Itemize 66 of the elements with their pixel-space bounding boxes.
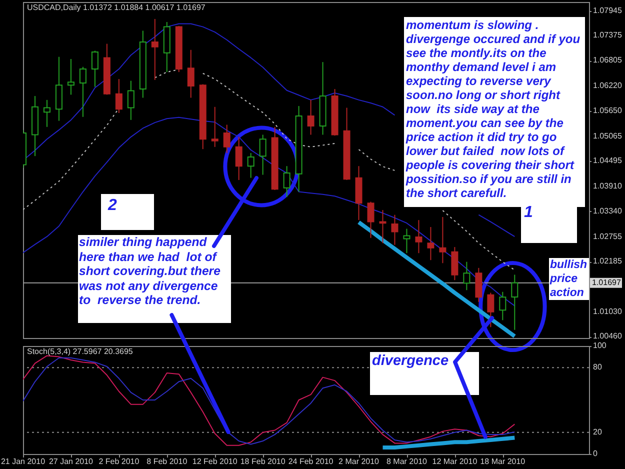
candlestick: [187, 49, 194, 98]
x-tick-label: 2 Mar 2010: [338, 457, 380, 466]
candlestick: [127, 80, 134, 120]
candlestick: [367, 201, 374, 238]
candlestick: [211, 106, 218, 148]
x-tick-label: 27 Jan 2010: [48, 457, 94, 466]
candlestick: [55, 56, 62, 122]
candlestick: [67, 58, 74, 96]
annotation: divergence: [372, 352, 450, 370]
candlestick: [403, 228, 410, 254]
candlestick: [283, 166, 290, 198]
candlestick: [247, 152, 254, 178]
candlestick: [91, 50, 98, 88]
y-tick-label: 100: [593, 341, 607, 350]
candlestick: [43, 99, 50, 128]
candlestick: [451, 246, 458, 281]
candlestick: [235, 136, 242, 181]
candlestick: [115, 78, 122, 114]
text: 1: [524, 204, 534, 222]
y-tick-label: 1.05065: [593, 131, 622, 140]
x-tick-label: 24 Feb 2010: [288, 457, 334, 466]
candlestick: [259, 134, 266, 176]
y-tick-label: 1.06220: [593, 81, 622, 90]
candlestick: [223, 124, 230, 154]
ref-line-label: 1.01697: [592, 278, 622, 287]
annotation: 2: [108, 197, 118, 215]
candlestick: [151, 18, 158, 80]
candlestick: [463, 261, 470, 291]
x-tick-label: 12 Feb 2010: [192, 457, 238, 466]
line-series: [380, 436, 517, 450]
candlestick: [439, 216, 446, 264]
chart-title: USDCAD,Daily 1.01372 1.01884 1.00617 1.01697: [27, 3, 206, 12]
candlestick: [379, 210, 386, 244]
x-tick-label: 8 Mar 2010: [386, 457, 428, 466]
x-tick-label: 18 Mar 2010: [480, 457, 526, 466]
candlestick: [475, 267, 482, 302]
y-tick-label: 80: [593, 362, 602, 372]
x-tick-label: 8 Feb 2010: [146, 457, 188, 466]
candlestick: [511, 274, 518, 330]
y-tick-label: 1.06805: [593, 56, 622, 65]
chart-title: Stoch(5,3,4) 27.5967 20.3695: [27, 347, 134, 356]
x-tick-label: 2 Feb 2010: [98, 457, 140, 466]
y-tick-label: 1.01030: [593, 306, 622, 316]
x-tick-label: 21 Jan 2010: [0, 457, 46, 466]
y-tick-label: 0: [593, 449, 598, 458]
candlestick: [415, 220, 422, 254]
y-tick-label: 1.03910: [593, 182, 622, 191]
y-tick-label: 1.02755: [593, 232, 622, 241]
y-tick-label: 1.07945: [593, 6, 622, 15]
y-tick-label: 1.03340: [593, 206, 622, 216]
y-tick-label: 1.04495: [593, 156, 622, 166]
candlestick: [427, 226, 434, 261]
candlestick: [487, 292, 494, 328]
annotation: similer thing happend here than we had lot of short covering.but there was not any divergence to reverse the trend.: [79, 235, 222, 308]
x-tick-label: 18 Feb 2010: [240, 457, 286, 466]
y-tick-label: 1.05650: [593, 106, 622, 115]
x-tick-label: 12 Mar 2010: [432, 457, 478, 466]
y-tick-label: 1.02185: [593, 256, 622, 266]
y-tick-label: 20: [593, 427, 602, 436]
candlestick: [307, 99, 314, 136]
candlestick: [79, 66, 86, 118]
y-tick-label: 1.00460: [593, 332, 622, 341]
y-tick-label: 1.07375: [593, 30, 622, 40]
line-series: [356, 220, 517, 338]
candlestick: [499, 291, 506, 321]
candlestick: [391, 214, 398, 246]
